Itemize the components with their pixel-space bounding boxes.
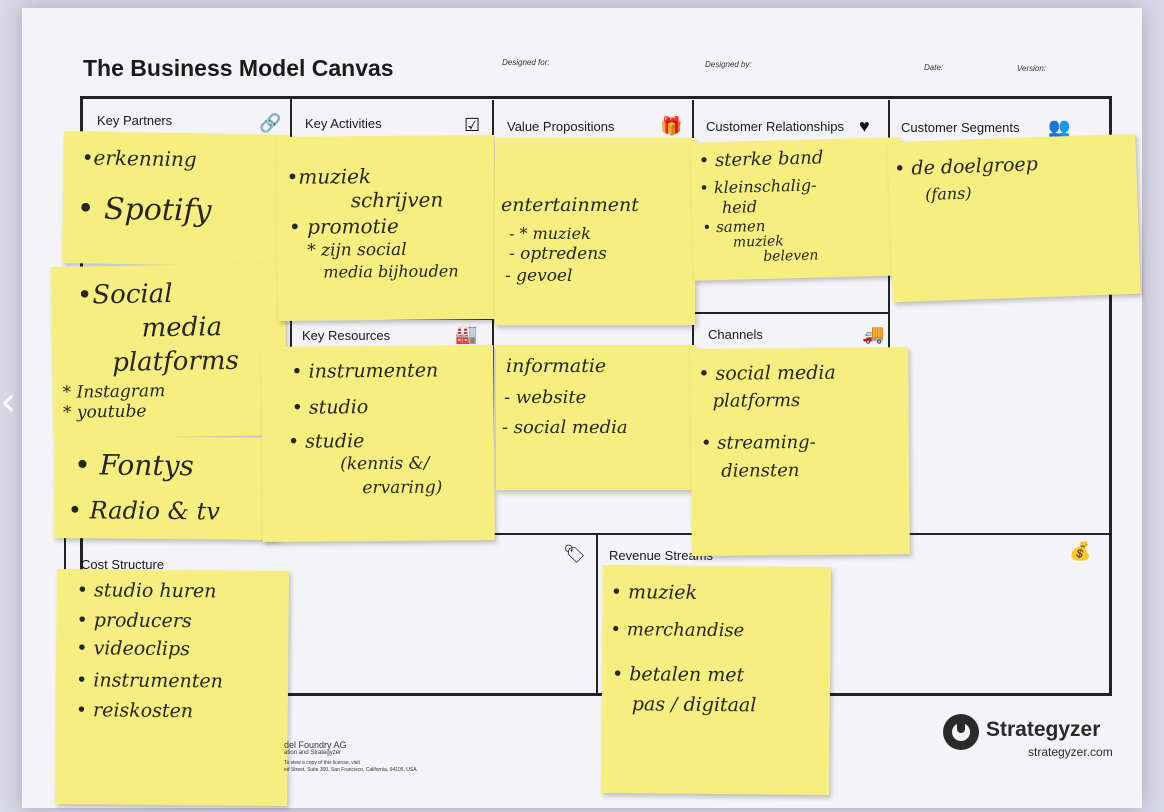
- note-text: • studio: [291, 396, 369, 419]
- note-text: • Spotify: [76, 191, 212, 229]
- footer-license-line: ation and Strategyzer: [284, 750, 342, 756]
- money-bag-icon: 💰: [1069, 541, 1092, 561]
- note-text: * Instagram: [62, 381, 166, 403]
- note-text: beleven: [763, 247, 819, 265]
- note-text: media: [141, 312, 223, 344]
- note-text: pas / digitaal: [631, 693, 757, 717]
- note-text: • merchandise: [610, 619, 745, 642]
- footer-license-line: del Foundry AG: [284, 740, 347, 750]
- designed-by-label: Designed by:: [705, 60, 752, 69]
- note-text: • instrumenten: [291, 359, 439, 383]
- note-text: • muziek: [610, 581, 698, 604]
- date-label: Date:: [924, 63, 944, 72]
- note-text: heid: [721, 197, 758, 217]
- strategyzer-logo: [943, 714, 979, 750]
- footer-license-line: To view a copy of this license, visit: [284, 760, 360, 766]
- note-text: - website: [504, 387, 587, 408]
- sticky-note-key-partners-2: •Social media platforms * Instagram * yo…: [50, 262, 288, 440]
- sticky-note-key-partners-3: • Fontys • Radio & tv: [53, 436, 279, 540]
- divider: [692, 312, 888, 314]
- designed-for-label: Designed for:: [502, 58, 550, 67]
- footer-license-line: ed Street, Suite 300, San Francisco, Cal…: [284, 767, 418, 773]
- note-text: entertainment: [501, 194, 639, 216]
- note-text: • studio huren: [76, 579, 217, 603]
- note-text: •muziek: [286, 164, 372, 189]
- note-text: diensten: [721, 460, 800, 482]
- note-text: • streaming-: [700, 431, 816, 454]
- sticky-note-key-partners-1: •erkenning • Spotify: [61, 131, 290, 267]
- divider: [596, 535, 598, 695]
- strategyzer-url: strategyzer.com: [1028, 745, 1113, 759]
- note-text: • de doelgroep: [893, 153, 1039, 181]
- note-text: - gevoel: [505, 266, 573, 286]
- note-text: • kleinschalig-: [699, 175, 817, 198]
- revenue-streams-label: Revenue Streams: [609, 548, 714, 563]
- tag-icon: 🏷: [563, 544, 586, 564]
- divider: [64, 533, 1109, 535]
- sticky-note-customer-segments: • de doelgroep (fans): [887, 133, 1141, 303]
- version-label: Version:: [1017, 64, 1047, 73]
- note-text: • social media: [698, 361, 836, 385]
- note-text: - optredens: [509, 244, 607, 264]
- factory-icon: 🏭: [455, 324, 478, 344]
- note-text: schrijven: [350, 187, 444, 213]
- people-icon: 👥: [1048, 117, 1071, 137]
- note-text: - social media: [502, 417, 628, 438]
- channels-label: Channels: [708, 327, 763, 342]
- note-text: platforms: [712, 389, 801, 412]
- sticky-note-revenue-streams: • muziek • merchandise • betalen met pas…: [601, 565, 831, 795]
- key-activities-label: Key Activities: [305, 116, 382, 131]
- checkbox-icon: ☑: [464, 115, 481, 135]
- note-text: (kennis &/: [340, 453, 430, 475]
- divider: [888, 100, 890, 530]
- note-text: • promotie: [288, 213, 399, 239]
- sticky-note-customer-relationships: • sterke band • kleinschalig- heid • sam…: [690, 137, 904, 281]
- note-text: * youtube: [62, 401, 147, 423]
- heart-icon: ♥: [859, 116, 870, 136]
- truck-icon: 🚚: [862, 324, 885, 344]
- note-text: •erkenning: [81, 145, 197, 172]
- note-text: media bijhouden: [323, 261, 459, 282]
- note-text: - * muziek: [509, 224, 591, 243]
- note-text: ervaring): [362, 477, 443, 499]
- link-icon: 🔗: [259, 113, 282, 133]
- note-text: informatie: [506, 355, 607, 377]
- previous-arrow-icon[interactable]: ‹: [0, 379, 16, 425]
- gift-icon: 🎁: [660, 116, 683, 136]
- note-text: • producers: [76, 609, 192, 633]
- note-text: • sterke band: [698, 147, 824, 172]
- note-text: • Radio & tv: [67, 496, 220, 526]
- note-text: • Fontys: [74, 448, 194, 483]
- customer-segments-label: Customer Segments: [901, 120, 1020, 135]
- note-text: * zijn social: [307, 239, 407, 261]
- sticky-note-key-resources: • instrumenten • studio • studie (kennis…: [261, 344, 495, 543]
- sticky-note-value-propositions-2: informatie - website - social media: [496, 345, 696, 490]
- note-text: •Social: [76, 278, 173, 311]
- note-text: • instrumenten: [75, 669, 224, 693]
- sticky-note-cost-structure: • studio huren • producers • videoclips …: [54, 568, 290, 807]
- key-partners-label: Key Partners: [97, 113, 173, 128]
- customer-relationships-label: Customer Relationships: [706, 119, 845, 134]
- sticky-note-channels: • social media platforms • streaming- di…: [690, 347, 910, 556]
- cost-structure-label: Cost Structure: [81, 557, 165, 572]
- note-text: • studie: [287, 430, 365, 453]
- canvas-title: The Business Model Canvas: [83, 55, 394, 81]
- note-text: (fans): [924, 183, 972, 205]
- note-text: • videoclips: [76, 637, 191, 661]
- note-text: • reiskosten: [75, 699, 194, 723]
- strategyzer-brand: Strategyzer: [986, 718, 1101, 741]
- sticky-note-value-propositions-1: entertainment - * muziek - optredens - g…: [495, 138, 695, 325]
- key-resources-label: Key Resources: [302, 328, 391, 343]
- note-text: • betalen met: [611, 663, 745, 687]
- note-text: platforms: [111, 345, 240, 378]
- value-propositions-label: Value Propositions: [507, 119, 615, 134]
- sticky-note-key-activities: •muziek schrijven • promotie * zijn soci…: [276, 135, 496, 321]
